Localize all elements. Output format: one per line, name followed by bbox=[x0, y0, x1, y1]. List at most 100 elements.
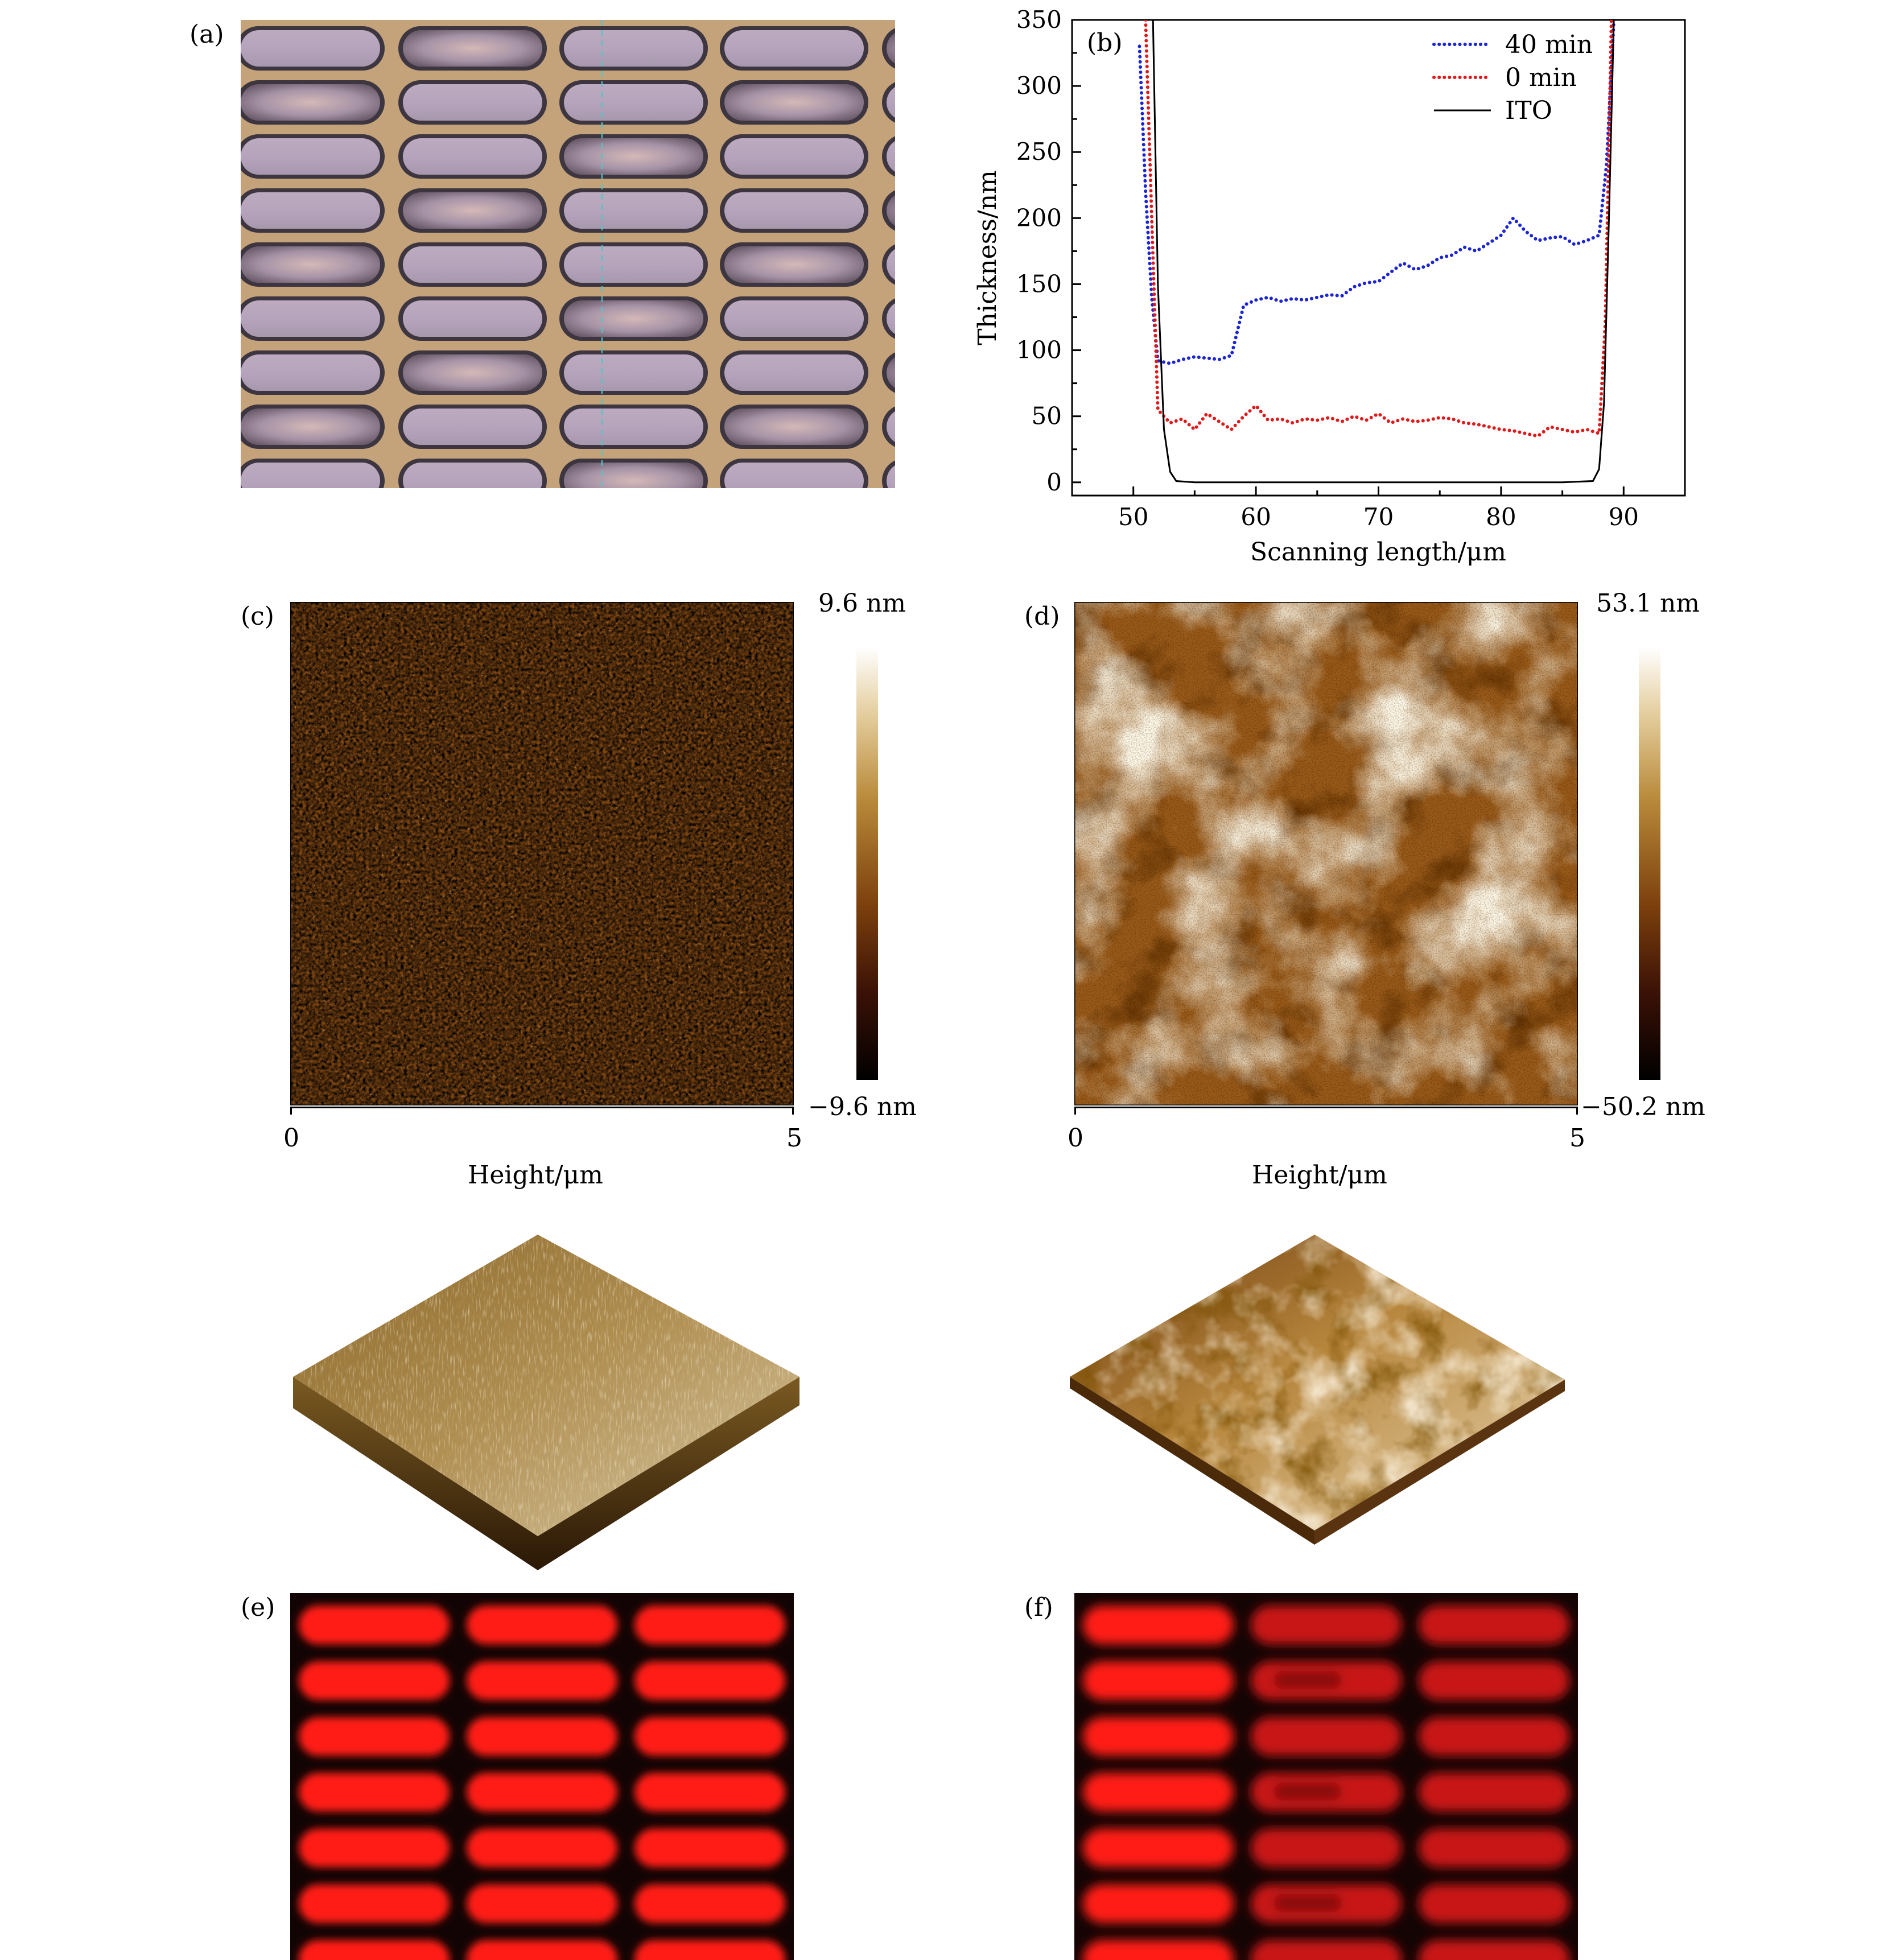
pixel-film bbox=[724, 84, 864, 121]
panel-d-label: (d) bbox=[1024, 602, 1060, 631]
pixel-film bbox=[564, 408, 703, 445]
dark-spot bbox=[1274, 1672, 1342, 1689]
emitting-pixel bbox=[1419, 1829, 1569, 1867]
pixel-film bbox=[887, 32, 895, 64]
series-line-ito bbox=[1152, 20, 1615, 484]
y-tick-label: 350 bbox=[1016, 6, 1062, 34]
x-axis-label: Scanning length/μm bbox=[1250, 538, 1506, 567]
emitting-pixel bbox=[467, 1940, 617, 1960]
panel-c-label: (c) bbox=[241, 602, 274, 631]
emitting-pixel bbox=[1419, 1606, 1569, 1644]
panel-c-scale-min: −9.6 nm bbox=[808, 1092, 917, 1121]
pixel-film bbox=[724, 408, 864, 445]
pixel-film bbox=[564, 84, 703, 121]
panel-e-fluorescence bbox=[290, 1593, 794, 1960]
pixel-film bbox=[241, 192, 380, 229]
panel-c-tick-0 bbox=[290, 1107, 292, 1115]
pixel-film bbox=[403, 300, 542, 337]
emitting-pixel bbox=[1083, 1606, 1234, 1644]
pixel-film bbox=[564, 30, 703, 67]
legend-label: 0 min bbox=[1505, 63, 1577, 92]
panel-c-xmax: 5 bbox=[786, 1124, 802, 1153]
x-tick-label: 60 bbox=[1241, 503, 1271, 531]
emitting-pixel bbox=[1251, 1940, 1402, 1960]
pixel-film bbox=[724, 192, 864, 229]
emitting-pixel bbox=[1419, 1717, 1569, 1756]
panel-d-x-axis bbox=[1074, 1107, 1578, 1108]
pixel-film bbox=[241, 246, 380, 283]
pixel-film bbox=[564, 300, 703, 337]
pixel-film bbox=[564, 463, 703, 488]
emitting-pixel bbox=[299, 1829, 450, 1867]
panel-d-tick-0 bbox=[1074, 1107, 1076, 1115]
emitting-pixel bbox=[299, 1773, 450, 1812]
pixel-film bbox=[403, 84, 542, 121]
panel-d-xmax: 5 bbox=[1569, 1124, 1585, 1153]
panel-e-label: (e) bbox=[241, 1593, 275, 1622]
legend-label: 40 min bbox=[1505, 30, 1593, 59]
pixel-film bbox=[887, 465, 895, 488]
emitting-pixel bbox=[1419, 1884, 1569, 1923]
pixel-film bbox=[887, 411, 895, 443]
pixel-film bbox=[403, 463, 542, 488]
panel-d-tick-5 bbox=[1576, 1107, 1578, 1115]
pixel-film bbox=[724, 354, 864, 391]
x-tick-label: 70 bbox=[1363, 503, 1394, 531]
legend-label: ITO bbox=[1505, 96, 1552, 125]
panel-f-fluorescence bbox=[1074, 1593, 1578, 1960]
panel-c-afm-3d bbox=[293, 1235, 799, 1570]
thickness-chart: (b) 50 60 70 80 90 0 50 100 150 200 250 300 350 40 … bbox=[973, 6, 1686, 567]
emitting-pixel bbox=[1251, 1606, 1402, 1644]
panel-f-label: (f) bbox=[1024, 1593, 1053, 1622]
pixel-film bbox=[241, 408, 380, 445]
pixel-film bbox=[724, 30, 864, 67]
emitting-pixel bbox=[1083, 1884, 1234, 1923]
pixel-film bbox=[724, 246, 864, 283]
emitting-pixel bbox=[634, 1884, 785, 1923]
panel-c-x-axis bbox=[290, 1107, 794, 1108]
emitting-pixel bbox=[467, 1829, 617, 1867]
pixel-film bbox=[241, 463, 380, 488]
pixel-film bbox=[724, 300, 864, 337]
emitting-pixel bbox=[634, 1829, 785, 1867]
pixel-film bbox=[724, 138, 864, 175]
panel-d-afm-3d bbox=[1070, 1235, 1565, 1545]
pixel-film bbox=[241, 30, 380, 67]
y-tick-label: 300 bbox=[1016, 72, 1062, 100]
pixel-film bbox=[564, 138, 703, 175]
emitting-pixel bbox=[1083, 1773, 1234, 1812]
emitting-pixel bbox=[634, 1773, 785, 1812]
y-tick-label: 0 bbox=[1046, 468, 1062, 496]
x-tick-label: 90 bbox=[1609, 503, 1639, 531]
y-tick-label: 200 bbox=[1016, 204, 1062, 232]
pixel-film bbox=[403, 192, 542, 229]
emitting-pixel bbox=[1083, 1717, 1234, 1756]
dark-spot bbox=[1274, 1895, 1342, 1912]
emitting-pixel bbox=[299, 1884, 450, 1923]
panel-c-scale-max: 9.6 nm bbox=[818, 589, 906, 618]
panel-c-colorbar bbox=[856, 647, 878, 1080]
emitting-pixel bbox=[467, 1717, 617, 1756]
panel-d-colorbar bbox=[1639, 647, 1660, 1080]
emitting-pixel bbox=[1083, 1661, 1234, 1700]
panel-a-label: (a) bbox=[189, 20, 224, 49]
emitting-pixel bbox=[1083, 1829, 1234, 1867]
y-tick-label: 150 bbox=[1016, 270, 1062, 298]
panel-d-scale-min: −50.2 nm bbox=[1581, 1092, 1705, 1121]
pixel-film bbox=[403, 30, 542, 67]
emitting-pixel bbox=[467, 1884, 617, 1923]
emitting-pixel bbox=[1251, 1829, 1402, 1867]
pixel-film bbox=[403, 354, 542, 391]
pixel-film bbox=[241, 354, 380, 391]
panel-d-afm-map bbox=[1074, 602, 1578, 1105]
pixel-film bbox=[887, 195, 895, 226]
emitting-pixel bbox=[634, 1661, 785, 1700]
emitting-pixel bbox=[299, 1717, 450, 1756]
y-tick-label: 250 bbox=[1016, 138, 1062, 166]
emitting-pixel bbox=[634, 1606, 785, 1644]
pixel-film bbox=[887, 357, 895, 389]
pixel-film bbox=[403, 138, 542, 175]
pixel-film bbox=[403, 408, 542, 445]
emitting-pixel bbox=[299, 1606, 450, 1644]
pixel-film bbox=[887, 303, 895, 335]
